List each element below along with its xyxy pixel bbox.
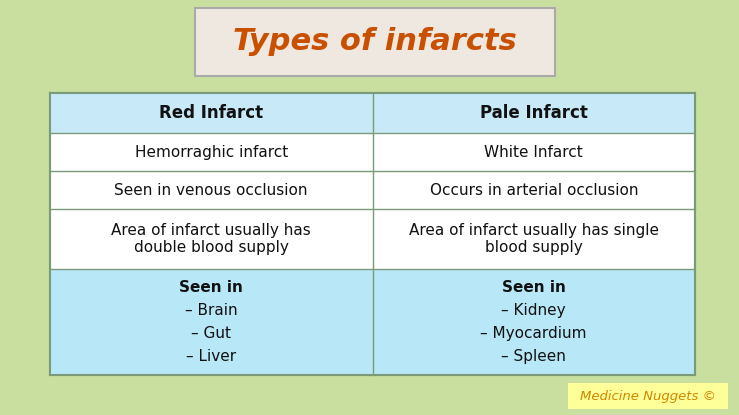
Bar xyxy=(568,383,728,409)
Text: – Liver: – Liver xyxy=(186,349,236,364)
Bar xyxy=(372,93,695,133)
Text: Hemorraghic infarct: Hemorraghic infarct xyxy=(134,144,288,159)
Bar xyxy=(50,93,695,375)
Text: – Spleen: – Spleen xyxy=(501,349,566,364)
Text: – Myocardium: – Myocardium xyxy=(480,326,587,341)
Text: Area of infarct usually has
double blood supply: Area of infarct usually has double blood… xyxy=(112,223,311,255)
Text: White Infarct: White Infarct xyxy=(484,144,583,159)
Text: Types of infarcts: Types of infarcts xyxy=(233,27,517,56)
Text: Seen in: Seen in xyxy=(502,280,565,295)
Bar xyxy=(50,269,372,375)
Text: Occurs in arterial occlusion: Occurs in arterial occlusion xyxy=(429,183,638,198)
Bar xyxy=(195,8,555,76)
Text: Seen in venous occlusion: Seen in venous occlusion xyxy=(115,183,308,198)
Text: – Gut: – Gut xyxy=(191,326,231,341)
Text: Seen in: Seen in xyxy=(180,280,243,295)
Bar xyxy=(50,93,372,133)
Bar xyxy=(372,269,695,375)
Text: – Brain: – Brain xyxy=(185,303,237,318)
Text: Medicine Nuggets ©: Medicine Nuggets © xyxy=(580,390,716,403)
Text: – Kidney: – Kidney xyxy=(502,303,566,318)
Text: Pale Infarct: Pale Infarct xyxy=(480,104,588,122)
Text: Red Infarct: Red Infarct xyxy=(159,104,263,122)
Text: Area of infarct usually has single
blood supply: Area of infarct usually has single blood… xyxy=(409,223,658,255)
